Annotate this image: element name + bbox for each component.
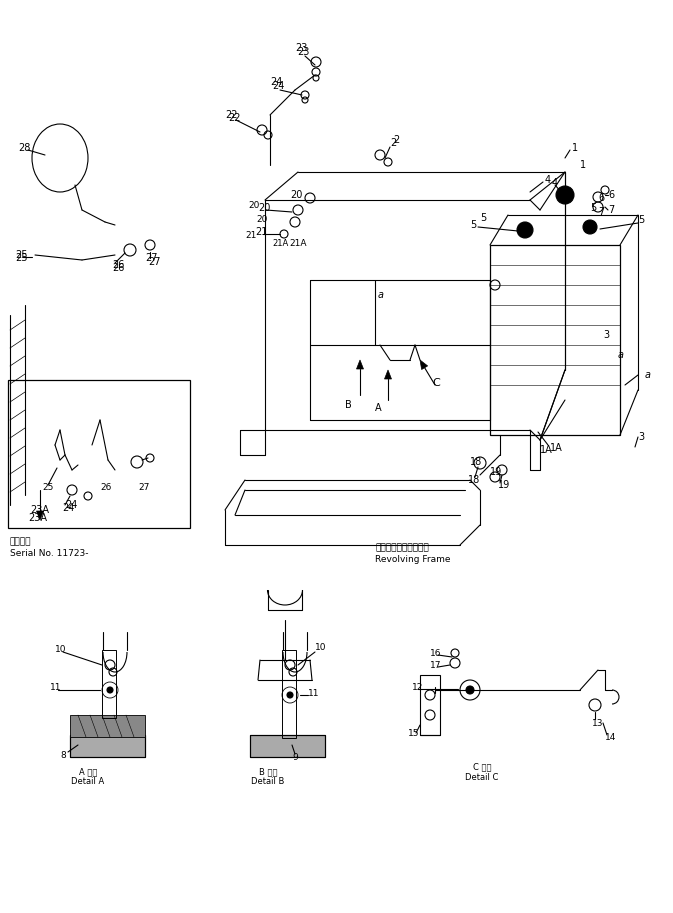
- Text: 2: 2: [390, 138, 396, 148]
- Text: Detail C: Detail C: [465, 772, 499, 782]
- Bar: [70, 735, 145, 757]
- Text: 2: 2: [393, 135, 399, 145]
- Text: 3: 3: [638, 432, 644, 442]
- Text: 11: 11: [50, 684, 61, 692]
- Text: 5: 5: [470, 220, 476, 230]
- Text: 4: 4: [552, 178, 558, 188]
- Circle shape: [517, 222, 533, 238]
- Text: 1A: 1A: [550, 443, 563, 453]
- Bar: [490, 245, 620, 435]
- Text: 25: 25: [15, 253, 28, 263]
- Text: A: A: [375, 403, 382, 413]
- Text: 19: 19: [498, 480, 510, 490]
- Text: 18: 18: [468, 475, 481, 485]
- Text: 10: 10: [315, 644, 326, 653]
- Text: a: a: [645, 370, 651, 380]
- Text: 14: 14: [605, 732, 616, 741]
- Text: 23A: 23A: [28, 513, 47, 523]
- Text: 23: 23: [295, 43, 308, 53]
- Bar: [250, 735, 325, 757]
- Bar: [70, 715, 145, 737]
- Text: 26: 26: [112, 260, 125, 270]
- Text: 19: 19: [490, 467, 502, 477]
- Text: 6: 6: [598, 193, 604, 203]
- Bar: [102, 650, 116, 718]
- Text: C: C: [432, 378, 439, 388]
- Text: 27: 27: [138, 484, 149, 492]
- Text: Detail A: Detail A: [71, 778, 104, 786]
- Text: 24: 24: [272, 81, 285, 91]
- Text: 24: 24: [270, 77, 283, 87]
- Text: 5: 5: [590, 203, 596, 213]
- Circle shape: [466, 686, 474, 694]
- Text: 1A: 1A: [540, 445, 553, 455]
- Text: 25: 25: [42, 484, 53, 492]
- Text: 22: 22: [225, 110, 238, 120]
- Text: 15: 15: [408, 729, 419, 738]
- Circle shape: [287, 692, 293, 698]
- Text: 21A: 21A: [289, 238, 306, 247]
- Text: レボルビングフレーム: レボルビングフレーム: [375, 543, 429, 552]
- Text: Revolving Frame: Revolving Frame: [375, 555, 450, 564]
- Text: 1: 1: [572, 143, 578, 153]
- Text: 1: 1: [580, 160, 586, 170]
- Text: 5: 5: [638, 215, 644, 225]
- Text: 20: 20: [248, 201, 259, 209]
- Text: 27: 27: [148, 257, 160, 267]
- Text: 26: 26: [112, 263, 125, 273]
- Text: 27: 27: [145, 253, 157, 263]
- Text: 5: 5: [480, 213, 487, 223]
- Bar: [420, 675, 440, 735]
- Polygon shape: [357, 360, 363, 369]
- Text: 21: 21: [245, 230, 256, 239]
- Text: 20: 20: [290, 190, 302, 200]
- Text: 11: 11: [308, 688, 320, 698]
- Text: 9: 9: [292, 753, 297, 762]
- Text: a: a: [378, 290, 384, 300]
- Text: 12: 12: [412, 683, 423, 691]
- Text: 4: 4: [545, 175, 551, 185]
- Bar: [282, 650, 296, 738]
- Polygon shape: [420, 360, 427, 370]
- Text: 16: 16: [430, 648, 441, 657]
- Text: A 詳細: A 詳細: [79, 768, 97, 776]
- Text: 適用号機: 適用号機: [10, 538, 32, 547]
- Text: 25: 25: [15, 250, 28, 260]
- Circle shape: [583, 220, 597, 234]
- Bar: [70, 735, 145, 757]
- Text: 23: 23: [297, 47, 310, 57]
- Text: 17: 17: [430, 660, 441, 669]
- Circle shape: [107, 687, 113, 693]
- Text: Detail B: Detail B: [251, 778, 285, 786]
- Text: 3: 3: [603, 330, 609, 340]
- Text: 24: 24: [62, 503, 75, 513]
- Text: 8: 8: [60, 750, 66, 760]
- Bar: [250, 735, 325, 757]
- Bar: [8, 380, 190, 528]
- Text: 7: 7: [608, 205, 614, 215]
- Text: 13: 13: [592, 719, 604, 728]
- Text: 21A: 21A: [272, 239, 288, 248]
- Text: a: a: [618, 350, 624, 360]
- Circle shape: [556, 186, 574, 204]
- Text: 18: 18: [470, 457, 483, 467]
- Text: 22: 22: [228, 113, 240, 123]
- Text: 23A: 23A: [30, 505, 49, 515]
- Polygon shape: [36, 511, 44, 520]
- Text: 10: 10: [55, 645, 67, 655]
- Text: 28: 28: [18, 143, 30, 153]
- Text: 24: 24: [65, 500, 77, 510]
- Text: B 詳細: B 詳細: [258, 768, 277, 776]
- Text: 20: 20: [258, 203, 271, 213]
- Text: 6: 6: [608, 190, 614, 200]
- Text: Serial No. 11723-: Serial No. 11723-: [10, 550, 89, 559]
- Text: 21: 21: [255, 227, 267, 237]
- Text: C 詳細: C 詳細: [472, 762, 491, 771]
- Text: 26: 26: [100, 484, 111, 492]
- Text: B: B: [345, 400, 351, 410]
- Text: 20: 20: [256, 215, 267, 225]
- Polygon shape: [384, 370, 392, 379]
- Text: 7: 7: [598, 207, 604, 217]
